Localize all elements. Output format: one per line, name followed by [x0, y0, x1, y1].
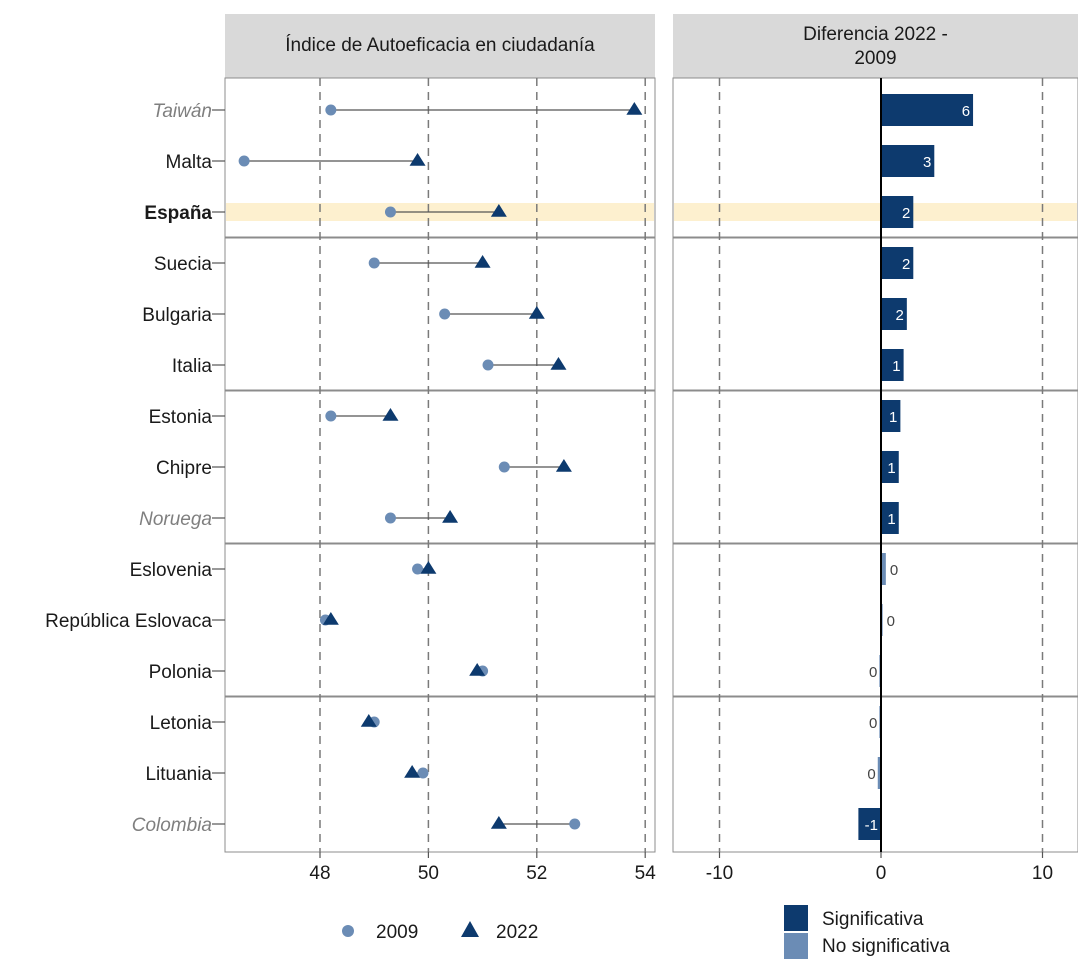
- point-2009: [384, 206, 396, 218]
- diff-bar-label: 1: [892, 358, 900, 375]
- diff-bar-label: 1: [889, 409, 897, 426]
- country-label: Bulgaria: [142, 305, 212, 326]
- point-2009: [238, 155, 250, 167]
- left-tick-label: 50: [418, 863, 439, 884]
- left-strip-title: Índice de Autoeficacia en ciudadanía: [285, 35, 595, 56]
- left-panel-border: [224, 77, 656, 853]
- diff-bar-label: -1: [865, 817, 878, 834]
- point-2022: [626, 102, 643, 115]
- right-tick-label: 0: [876, 863, 887, 884]
- point-2022: [409, 153, 426, 166]
- diff-bar: [881, 247, 914, 279]
- point-2009: [368, 257, 380, 269]
- legend-label-significativa: Significativa: [822, 909, 924, 930]
- left-strip: [225, 14, 655, 78]
- point-2022: [474, 255, 491, 268]
- legend-swatch-no-significativa: [784, 933, 808, 959]
- country-label: República Eslovaca: [45, 611, 212, 632]
- country-label: Suecia: [154, 254, 213, 275]
- diff-bar: [881, 196, 914, 228]
- right-strip-title: Diferencia 2022 -: [803, 24, 948, 45]
- country-label: Letonia: [150, 713, 213, 734]
- country-label: Malta: [166, 152, 213, 173]
- diff-bar-label: 2: [902, 205, 910, 222]
- diff-bar: [881, 451, 899, 483]
- point-2022: [420, 561, 437, 574]
- country-label: Colombia: [132, 815, 212, 836]
- country-label: Noruega: [139, 509, 212, 530]
- country-label: Lituania: [145, 764, 212, 785]
- diff-bar: [877, 757, 881, 789]
- country-label: Eslovenia: [130, 560, 213, 581]
- diff-bar-label: 1: [887, 511, 895, 528]
- legend-label-2009: 2009: [376, 922, 418, 943]
- diff-bar-label: 0: [869, 664, 877, 681]
- country-label: Chipre: [156, 458, 212, 479]
- diff-bar-label: 3: [923, 154, 931, 171]
- legend: 2009 2022 Significativa No significativa: [342, 905, 950, 959]
- right-tick-label: -10: [706, 863, 733, 884]
- point-2009: [498, 461, 510, 473]
- diff-bar: [881, 553, 886, 585]
- diff-bar: [881, 502, 899, 534]
- right-panel: Diferencia 2022 -2009-10 0 106322211110000…: [672, 14, 1078, 884]
- diff-bar-label: 0: [890, 562, 898, 579]
- diff-bar: [858, 808, 881, 840]
- point-2022: [382, 408, 399, 421]
- country-label: Italia: [172, 356, 213, 377]
- right-strip: [673, 14, 1078, 78]
- point-2022: [555, 459, 572, 472]
- point-2022: [490, 816, 507, 829]
- point-2009: [417, 767, 429, 779]
- country-label: Polonia: [149, 662, 213, 683]
- point-2022: [322, 612, 339, 625]
- point-2022: [550, 357, 567, 370]
- country-label: Taiwán: [152, 101, 212, 122]
- point-2009: [384, 512, 396, 524]
- country-label: España: [144, 203, 212, 224]
- diff-bar: [881, 145, 935, 177]
- point-2022: [528, 306, 545, 319]
- right-highlight-band: [674, 203, 1077, 221]
- diff-bar: [881, 298, 907, 330]
- diff-bar-label: 6: [962, 103, 970, 120]
- legend-marker-2022: [461, 921, 479, 937]
- right-tick-label: 10: [1032, 863, 1053, 884]
- legend-marker-2009: [342, 925, 354, 937]
- diff-bar: [881, 400, 901, 432]
- diff-bar: [881, 94, 974, 126]
- right-panel-border: [672, 77, 1078, 853]
- diff-bar: [881, 349, 904, 381]
- country-label: Estonia: [149, 407, 213, 428]
- diff-bar-label: 0: [867, 766, 875, 783]
- diff-bar-label: 2: [895, 307, 903, 324]
- point-2009: [325, 410, 337, 422]
- point-2009: [569, 818, 581, 830]
- diff-bar-label: 1: [887, 460, 895, 477]
- left-panel: Índice de Autoeficacia en ciudadanía 48 50…: [45, 14, 656, 884]
- point-2009: [482, 359, 494, 371]
- right-strip-title-line2: 2009: [854, 48, 896, 69]
- point-2022: [442, 510, 459, 523]
- diff-bar-label: 0: [869, 715, 877, 732]
- point-2009: [439, 308, 451, 320]
- point-2022: [360, 714, 377, 727]
- legend-label-2022: 2022: [496, 922, 538, 943]
- left-tick-label: 52: [526, 863, 547, 884]
- legend-swatch-significativa: [784, 905, 808, 931]
- point-2022: [490, 204, 507, 217]
- point-2022: [469, 663, 486, 676]
- point-2009: [412, 563, 424, 575]
- point-2022: [404, 765, 421, 778]
- legend-label-no-significativa: No significativa: [822, 936, 950, 957]
- diff-bar-label: 2: [902, 256, 910, 273]
- point-2009: [325, 104, 337, 116]
- left-tick-label: 48: [309, 863, 330, 884]
- diff-bar-label: 0: [887, 613, 895, 630]
- left-tick-label: 54: [635, 863, 657, 884]
